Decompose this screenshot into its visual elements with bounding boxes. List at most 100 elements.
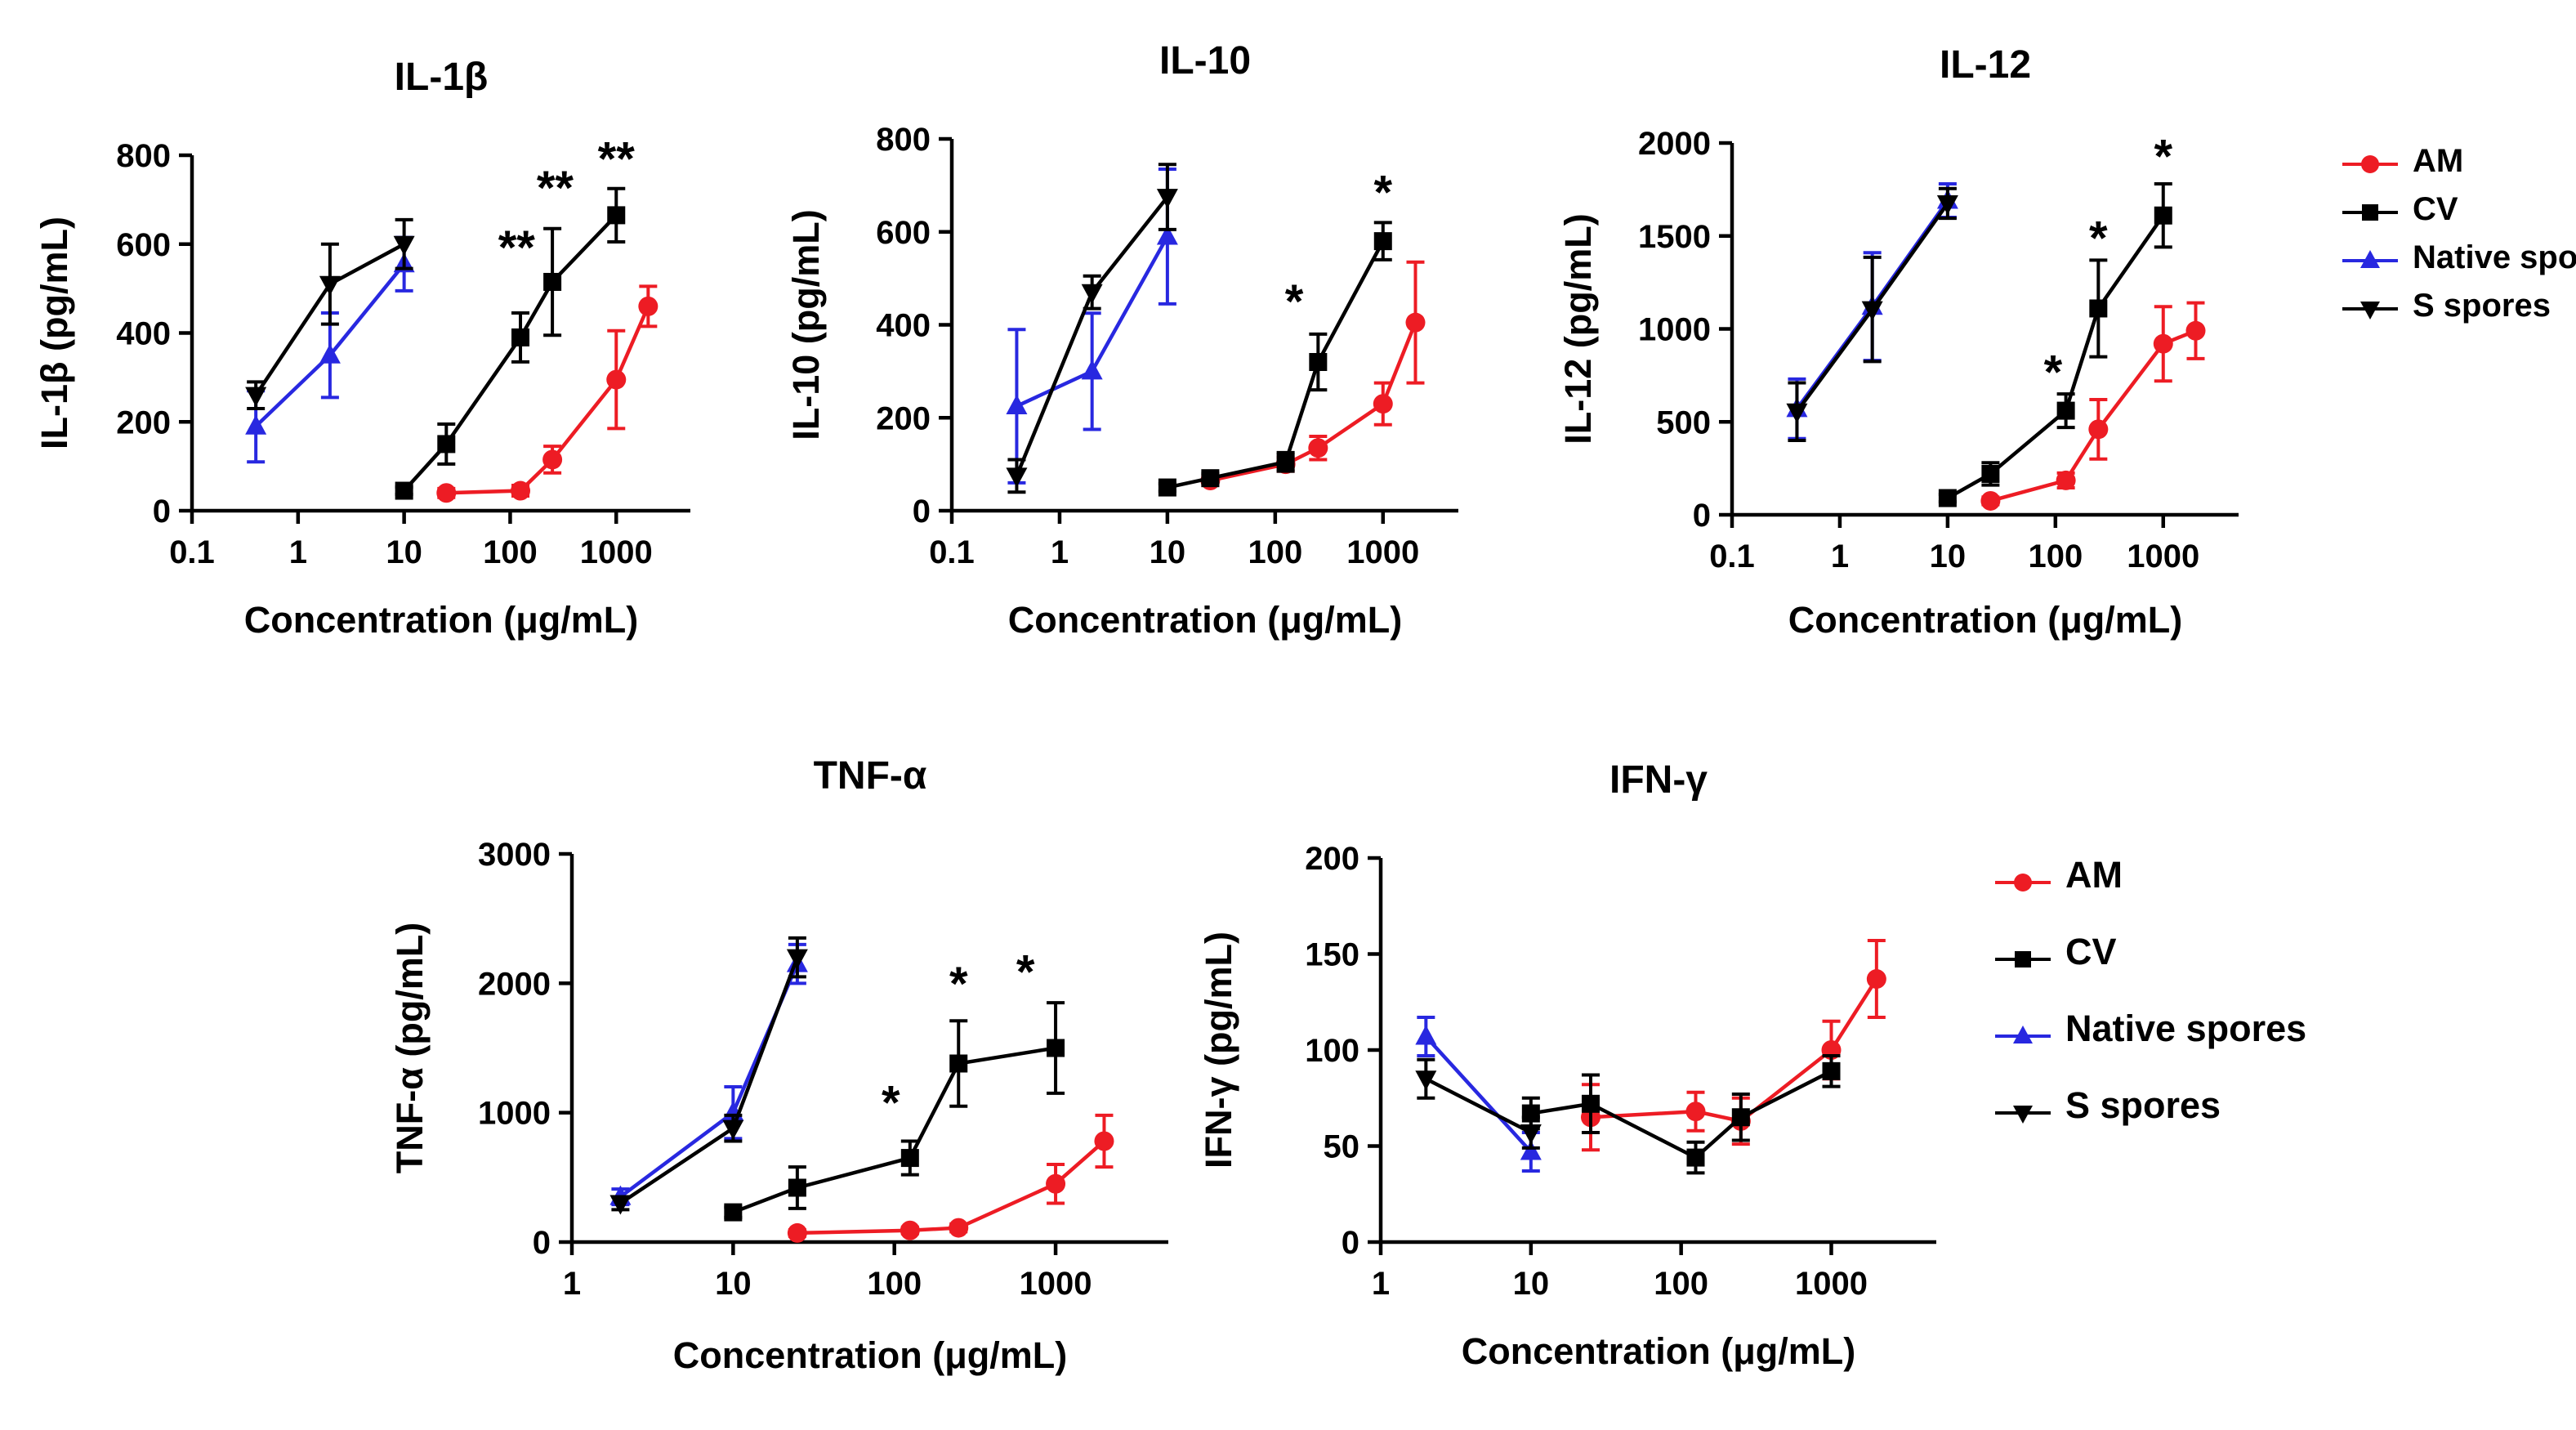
series-s-spores [609,936,808,1215]
significance-annotation: * [1016,946,1035,999]
chart-svg: 0.1 1 10 100 1000 0 500 1000 1500 2000 IL-12 Concen… [1557,43,2239,641]
y-tick-label: 0 [533,1225,551,1261]
y-tick-label: 150 [1305,937,1359,973]
axes [939,136,1458,524]
significance-annotation: ** [598,132,636,185]
plot-il1beta: 0.1 1 10 100 1000 0 200 400 600 800 IL-1β Concentra… [25,33,752,662]
native-spores-triangle-icon [1993,1016,2052,1043]
x-tick-label: 1000 [1346,534,1419,570]
legend-label-native-spores: Native spores [2065,1008,2307,1049]
x-tick-label: 10 [1930,538,1967,574]
legend-bottom-item-native-spores: Native spores [1993,1008,2306,1050]
significance-annotation: * [949,958,968,1011]
am-circle-icon [2341,149,2400,175]
y-axis-label: IL-1β (pg/mL) [33,217,75,449]
chart-il1beta: 0.1 1 10 100 1000 0 200 400 600 800 IL-1β Concentra… [25,33,752,662]
chart-svg: 0.1 1 10 100 1000 0 200 400 600 800 IL-10 Concentra… [785,39,1458,641]
x-axis-label: Concentration (μg/mL) [1788,599,2183,641]
y-tick-label: 0 [1342,1225,1359,1261]
x-tick-label: 1 [1051,534,1069,570]
series-cv [1938,182,2172,507]
y-tick-label: 200 [1305,841,1359,877]
y-axis-label: IL-10 (pg/mL) [785,209,827,440]
chart-title: IL-10 [1159,39,1251,83]
plot-ifngamma: 1 10 100 1000 0 50 100 150 200 IFN-γ Concentration… [1189,740,2014,1393]
legend-label-native-spores: Native spores [2413,239,2576,275]
x-tick-label: 10 [1150,534,1186,570]
triangle-down-icon [2342,301,2398,320]
x-tick-label: 1000 [1795,1266,1868,1302]
y-tick-label: 1000 [1638,312,1711,348]
legend-label-am: AM [2413,143,2464,179]
x-tick-label: 1000 [580,534,653,570]
legend-top: AM CV Native spores S spores [2341,143,2576,324]
legend-top-item-s-spores: S spores [2341,288,2576,324]
y-tick-label: 0 [913,494,931,530]
chart-ifngamma: 1 10 100 1000 0 50 100 150 200 IFN-γ Concentration… [1189,740,2014,1393]
chart-title: IFN-γ [1609,758,1708,802]
y-tick-label: 200 [876,400,931,436]
series-am [436,284,659,503]
y-axis-label: TNF-α (pg/mL) [389,923,431,1174]
legend-label-am: AM [2065,854,2123,896]
y-tick-label: 1500 [1638,219,1711,255]
y-tick-label: 0 [153,494,171,530]
series-s-spores [1006,163,1178,494]
series-am [787,1113,1114,1243]
significance-annotation: * [2044,346,2063,399]
series-am [1980,301,2206,511]
legend-bottom-item-cv: CV [1993,931,2306,973]
s-spores-triangle-icon [2341,293,2400,320]
x-tick-label: 1000 [2127,538,2199,574]
x-axis-label: Concentration (μg/mL) [244,599,639,641]
y-tick-label: 800 [116,138,171,174]
square-icon [2342,203,2398,221]
x-tick-label: 10 [715,1266,752,1302]
y-tick-label: 50 [1324,1129,1360,1165]
cv-square-icon [1993,939,2052,967]
chart-title: IL-1β [395,56,489,99]
circle-icon [1995,874,2051,892]
significance-annotation: ** [498,221,536,275]
legend-label-cv: CV [2065,931,2117,972]
legend-top-item-am: AM [2341,143,2576,180]
square-icon [1995,951,2051,967]
x-tick-label: 1 [1831,538,1849,574]
y-axis-label: IFN-γ (pg/mL) [1198,932,1239,1169]
am-circle-icon [1993,862,2052,892]
significance-annotation: * [2089,212,2108,266]
axes [559,851,1168,1255]
chart-svg: 1 10 100 1000 0 50 100 150 200 IFN-γ Concentration… [1198,758,1936,1372]
y-tick-label: 1000 [478,1096,551,1132]
x-tick-label: 0.1 [169,534,215,570]
series-s-spores [1415,1057,1542,1150]
chart-title: TNF-α [814,754,927,798]
axes [1368,856,1936,1255]
y-tick-label: 400 [876,308,931,344]
x-tick-label: 1 [289,534,307,570]
legend-label-s-spores: S spores [2413,288,2551,324]
significance-annotation: * [882,1077,900,1130]
series-cv [1521,1054,1841,1175]
chart-il12: 0.1 1 10 100 1000 0 500 1000 1500 2000 IL-12 Concen… [1548,29,2308,662]
series-native-spores [609,942,808,1207]
significance-annotation: * [2154,130,2172,183]
y-tick-label: 100 [1305,1033,1359,1069]
x-tick-label: 0.1 [929,534,975,570]
legend-top-item-native-spores: Native spores [2341,239,2576,276]
legend-bottom: AM CV Native spores S spores [1993,854,2306,1127]
x-tick-label: 100 [2028,538,2083,574]
series-cv [724,1001,1065,1222]
significance-annotation: ** [537,162,574,215]
y-tick-label: 800 [876,122,931,158]
x-tick-label: 1000 [1020,1266,1092,1302]
x-tick-label: 10 [386,534,422,570]
legend-label-cv: CV [2413,191,2458,227]
x-axis-label: Concentration (μg/mL) [673,1334,1068,1376]
x-tick-label: 1 [1372,1266,1390,1302]
y-tick-label: 2000 [1638,126,1711,162]
y-tick-label: 0 [1693,498,1711,534]
legend-bottom-item-am: AM [1993,854,2306,896]
x-tick-label: 1 [563,1266,581,1302]
